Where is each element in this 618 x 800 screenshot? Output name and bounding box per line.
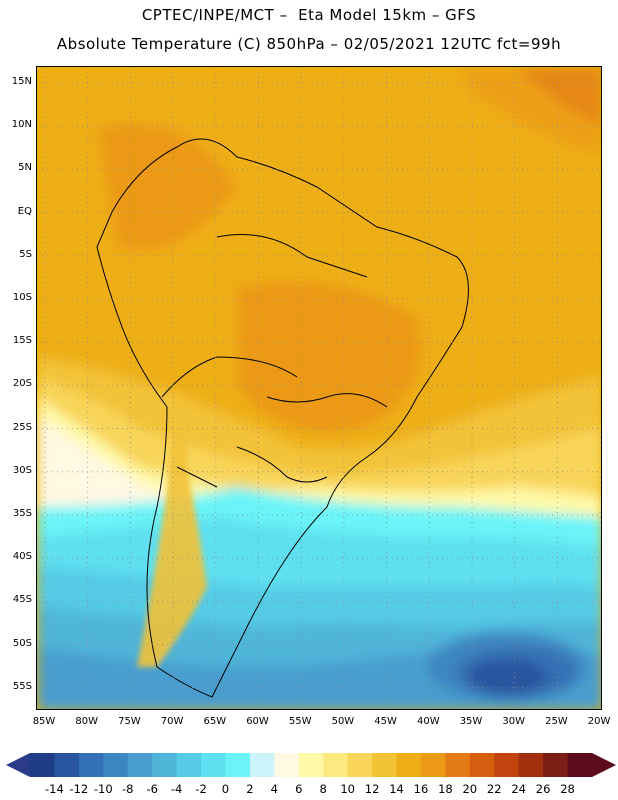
colorbar-swatch [543, 753, 569, 777]
lon-label: 20W [587, 716, 611, 727]
lon-label: 55W [288, 716, 312, 727]
colorbar-label: 6 [295, 782, 303, 796]
lon-label: 80W [75, 716, 98, 727]
lat-label: 30S [12, 464, 32, 476]
colorbar-swatch [567, 753, 593, 777]
lon-label: 60W [246, 716, 269, 727]
colorbar-swatch [225, 753, 251, 777]
colorbar-swatch [103, 753, 129, 777]
title-line-1: CPTEC/INPE/MCT – Eta Model 15km – GFS [141, 6, 477, 24]
colorbar-swatch [298, 753, 324, 777]
colorbar [6, 753, 616, 777]
colorbar-swatch [469, 753, 495, 777]
lat-label: 15N [11, 76, 32, 87]
colorbar-swatch [518, 753, 544, 777]
colorbar-label: 26 [535, 782, 551, 796]
lon-label: 30W [502, 716, 525, 727]
lon-label: 50W [331, 716, 355, 727]
lat-label: 5S [19, 248, 32, 260]
lon-label: 85W [32, 716, 56, 727]
colorbar-swatch [127, 753, 153, 777]
lat-label: 10S [12, 292, 32, 303]
lat-label: 25S [12, 421, 32, 433]
colorbar-swatch [152, 753, 178, 777]
colorbar-swatch [249, 753, 275, 777]
colorbar-label: -6 [146, 782, 158, 796]
colorbar-min-arrow [6, 753, 30, 777]
colorbar-label: -8 [122, 782, 134, 796]
colorbar-swatch [347, 753, 373, 777]
temperature-field [37, 67, 601, 709]
colorbar-label: 8 [319, 782, 327, 796]
colorbar-swatch [323, 753, 349, 777]
colorbar-label: 10 [340, 782, 355, 796]
colorbar-label: 16 [413, 782, 429, 796]
lon-label: 35W [459, 716, 483, 727]
lon-label: 25W [545, 716, 568, 727]
lat-label: 5N [18, 162, 32, 174]
colorbar-swatch [274, 753, 300, 777]
colorbar-label: 28 [560, 782, 575, 796]
colorbar-label: -10 [93, 782, 113, 796]
lat-label: 20S [12, 378, 32, 390]
colorbar-label: 4 [270, 782, 279, 796]
colorbar-label: -4 [170, 782, 183, 796]
colorbar-label: 14 [389, 782, 404, 796]
coastline [96, 138, 469, 698]
lat-label: 40S [12, 551, 32, 563]
lat-label: 45S [12, 594, 32, 606]
colorbar-swatch [420, 753, 446, 777]
colorbar-label: 22 [486, 782, 502, 796]
colorbar-label: 24 [511, 782, 527, 796]
lon-label: 45W [374, 716, 397, 727]
lat-label: 55S [12, 680, 32, 692]
lon-label: 75W [118, 716, 141, 727]
lat-label: EQ [17, 205, 32, 217]
lat-label: 10N [11, 119, 32, 131]
colorbar-swatch [78, 753, 104, 777]
colorbar-label: 20 [462, 782, 478, 796]
colorbar-label: 0 [221, 782, 230, 796]
colorbar-swatch [372, 753, 398, 777]
colorbar-swatch [494, 753, 520, 777]
colorbar-swatch [176, 753, 202, 777]
lat-label: 15S [12, 335, 32, 347]
colorbar-label: 12 [364, 782, 380, 796]
colorbar-label: 2 [246, 782, 254, 796]
title-line-2: Absolute Temperature (C) 850hPa – 02/05/… [56, 35, 562, 53]
colorbar-label: -2 [195, 782, 207, 796]
colorbar-swatch [30, 753, 55, 777]
lat-label: 35S [12, 508, 32, 519]
colorbar-swatch [396, 753, 422, 777]
colorbar-swatch [201, 753, 226, 777]
colorbar-swatch [445, 753, 471, 777]
map-canvas [37, 67, 601, 709]
temperature-map[interactable] [36, 66, 602, 710]
colorbar-label: -14 [45, 782, 64, 796]
lon-label: 65W [203, 716, 227, 727]
colorbar-swatch [54, 753, 80, 777]
lat-label: 50S [12, 637, 32, 649]
colorbar-max-arrow [592, 753, 616, 777]
lon-label: 70W [160, 716, 184, 727]
lon-label: 40W [416, 716, 440, 727]
colorbar-label: 18 [438, 782, 453, 796]
colorbar-label: -12 [69, 782, 89, 796]
